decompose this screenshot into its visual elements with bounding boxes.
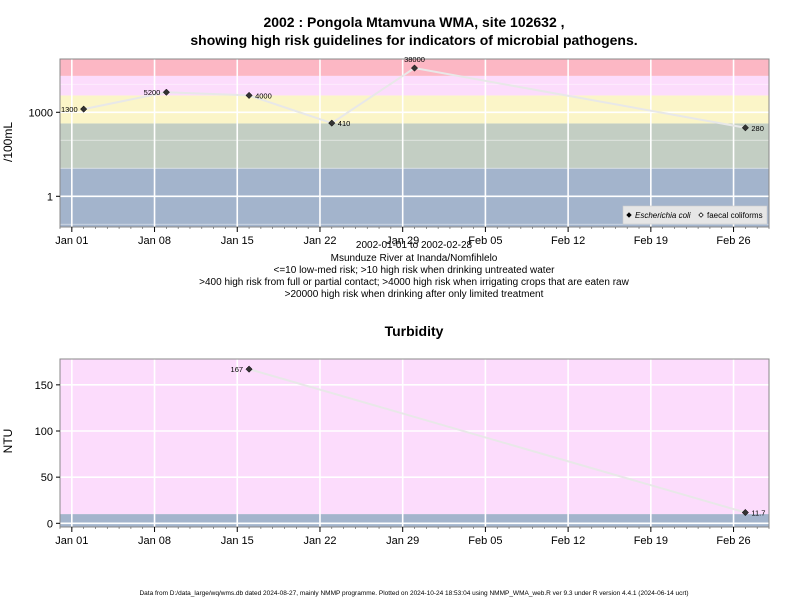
x-tick-label: Jan 01 bbox=[55, 535, 88, 547]
chart1-ylabel: /100mL bbox=[1, 122, 15, 162]
data-label: 410 bbox=[338, 119, 351, 128]
data-point bbox=[328, 119, 336, 127]
chart1-title-line1: 2002 : Pongola Mtamvuna WMA, site 102632… bbox=[263, 14, 564, 30]
series-line bbox=[248, 368, 746, 514]
data-label: 5200 bbox=[144, 88, 161, 97]
series-line bbox=[83, 66, 746, 129]
data-label: 1300 bbox=[61, 105, 78, 114]
y-tick-label: 50 bbox=[41, 472, 53, 484]
risk-band-1 bbox=[60, 123, 769, 169]
chart2-ylabel: NTU bbox=[1, 429, 15, 454]
chart1-xlabel-line3: <=10 low-med risk; >10 high risk when dr… bbox=[274, 265, 556, 276]
x-tick-label: Jan 22 bbox=[303, 535, 336, 547]
data-label: 167 bbox=[231, 365, 244, 374]
data-point bbox=[245, 365, 253, 373]
x-tick-label: Feb 26 bbox=[716, 235, 750, 247]
x-tick-label: Jan 29 bbox=[386, 535, 419, 547]
x-tick-label: Jan 29 bbox=[386, 235, 419, 247]
y-tick-label: 100 bbox=[35, 426, 53, 438]
footer-note: Data from D:/data_large/wq/wms.db dated … bbox=[139, 590, 688, 597]
data-label: 4000 bbox=[255, 91, 272, 100]
risk-band-1 bbox=[60, 359, 769, 515]
x-tick-label: Feb 12 bbox=[551, 235, 585, 247]
chart1-xlabel-line1: 2002-01-01 to 2002-02-28 bbox=[356, 240, 473, 251]
legend-box bbox=[622, 205, 768, 225]
x-tick-label: Jan 15 bbox=[221, 235, 254, 247]
legend-faecal-marker bbox=[698, 212, 704, 218]
risk-band-0 bbox=[60, 514, 769, 527]
x-tick-label: Feb 05 bbox=[468, 235, 502, 247]
chart1-plot-area: 1 1000 Jan 01 Jan 08 Jan 15 Jan 22 Jan 29 Feb 0… bbox=[29, 55, 770, 247]
x-tick-label: Feb 19 bbox=[634, 235, 668, 247]
x-tick-label: Feb 19 bbox=[634, 535, 668, 547]
chart1-xlabel-line4: >400 high risk from full or partial cont… bbox=[199, 277, 629, 288]
legend: Escherichia coli faecal coliforms bbox=[622, 205, 768, 225]
x-tick-label: Feb 26 bbox=[716, 535, 750, 547]
chart1-xlabel-line2: Msunduze River at Inanda/Nomfihlelo bbox=[331, 253, 498, 264]
legend-label: Escherichia coli bbox=[635, 211, 691, 220]
y-tick-label: 0 bbox=[47, 518, 53, 530]
data-label: 11.7 bbox=[751, 509, 765, 518]
x-tick-label: Jan 08 bbox=[138, 535, 171, 547]
x-tick-label: Feb 12 bbox=[551, 535, 585, 547]
chart2-title: Turbidity bbox=[385, 323, 444, 339]
x-tick-label: Jan 22 bbox=[303, 235, 336, 247]
x-tick-label: Jan 01 bbox=[55, 235, 88, 247]
legend-ecoli-marker bbox=[626, 212, 632, 218]
data-point bbox=[245, 91, 253, 99]
y-tick-label: 150 bbox=[35, 380, 53, 392]
legend-label: faecal coliforms bbox=[707, 211, 763, 220]
y-tick-label: 1000 bbox=[29, 107, 53, 119]
data-point bbox=[741, 508, 749, 517]
data-label: 38000 bbox=[404, 55, 425, 64]
x-tick-label: Jan 08 bbox=[138, 235, 171, 247]
y-tick-label: 1 bbox=[47, 191, 53, 203]
risk-band-2 bbox=[60, 95, 769, 124]
x-tick-label: Feb 05 bbox=[468, 535, 502, 547]
data-point bbox=[162, 88, 170, 96]
chart2-plot-area: 0 50 100 150 Jan 01 Jan 08 Jan 15 Jan 22 Jan 29 F… bbox=[35, 358, 770, 547]
x-tick-label: Jan 15 bbox=[221, 535, 254, 547]
data-point bbox=[80, 105, 88, 113]
data-label: 280 bbox=[751, 124, 764, 133]
data-point bbox=[410, 64, 419, 72]
chart1-xlabel-line5: >20000 high risk when drinking after onl… bbox=[285, 289, 544, 300]
chart1-title-line2: showing high risk guidelines for indicat… bbox=[190, 32, 637, 48]
data-point bbox=[741, 124, 749, 132]
